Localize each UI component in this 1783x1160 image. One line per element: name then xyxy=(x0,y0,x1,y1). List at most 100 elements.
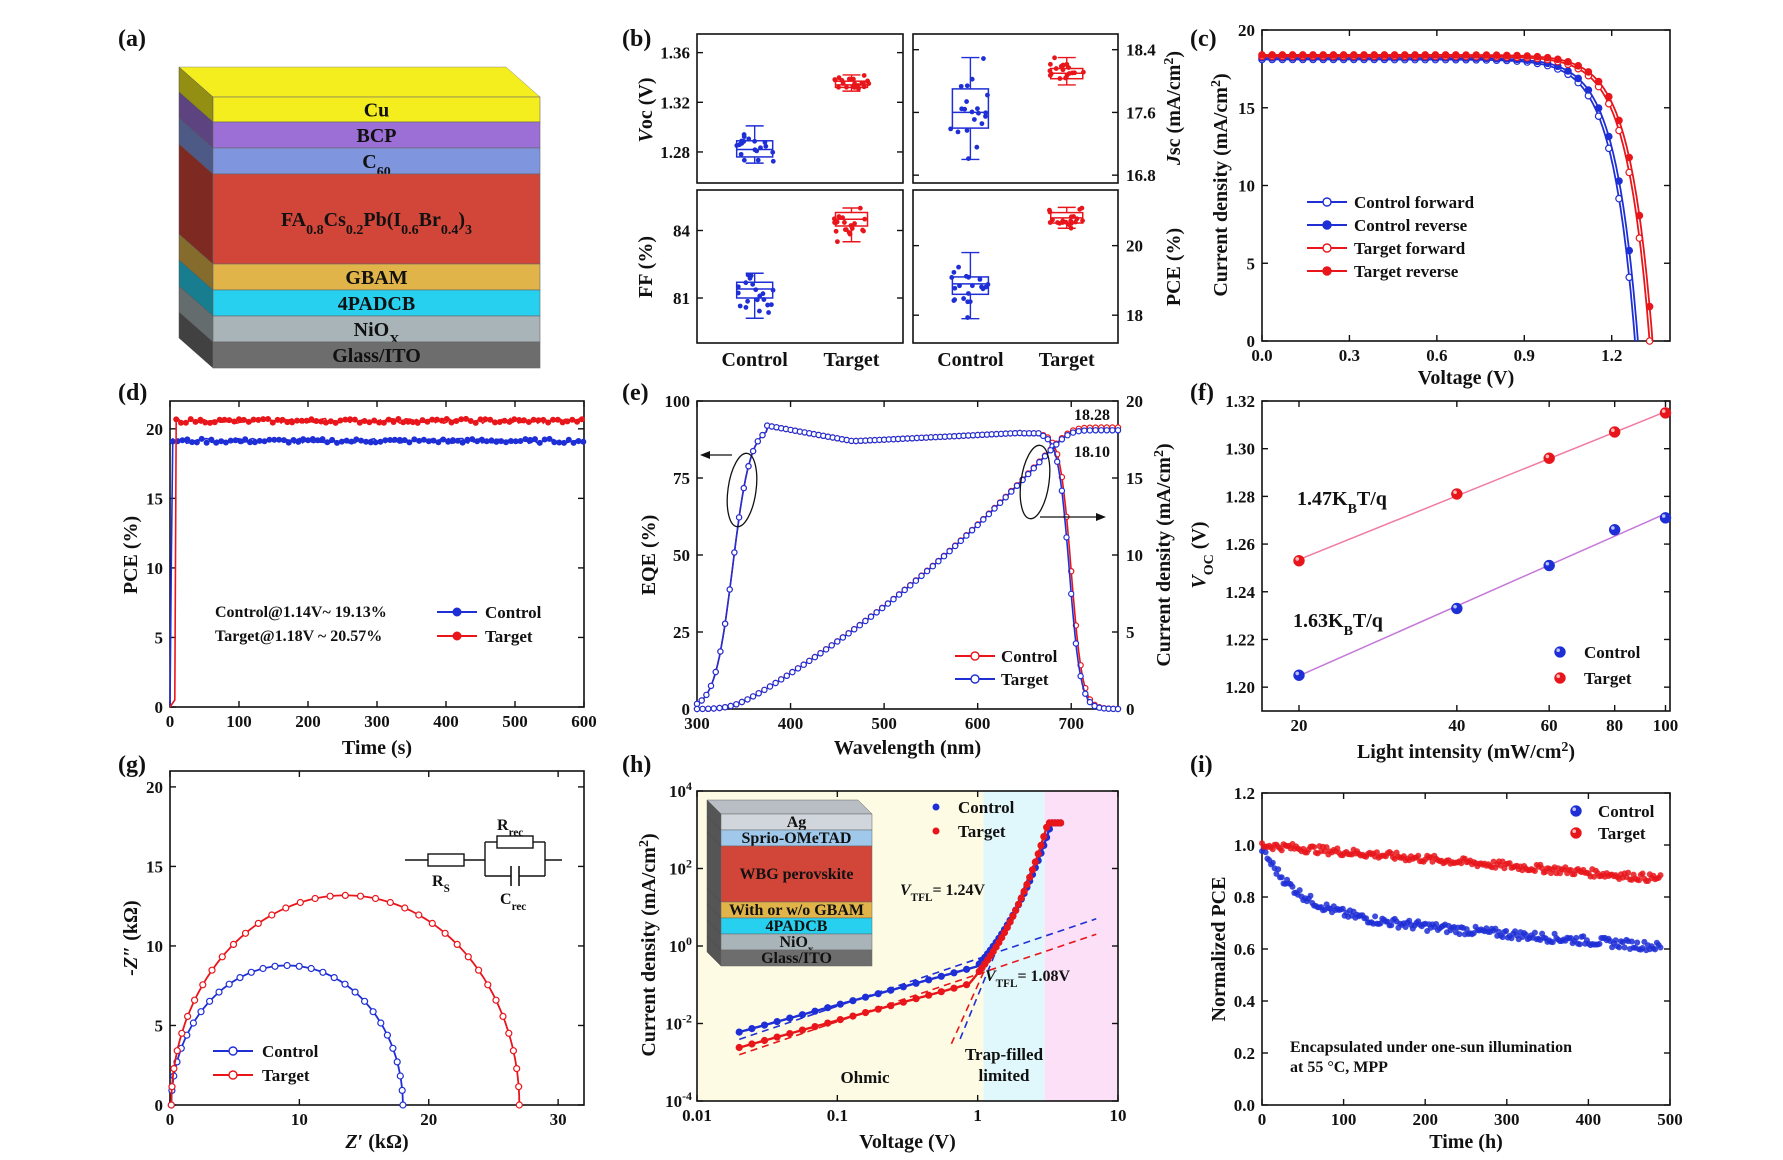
stability-marker xyxy=(247,439,254,446)
stability-data-point xyxy=(1278,874,1285,881)
x-tick-label: 300 xyxy=(364,712,390,731)
box-data-point xyxy=(842,227,848,233)
stability-data-point xyxy=(1639,870,1646,877)
x-tick-label: 200 xyxy=(295,712,321,731)
jint-marker xyxy=(1047,447,1054,454)
stability-marker xyxy=(245,418,252,425)
stability-marker xyxy=(343,437,350,444)
jint-marker xyxy=(1053,441,1060,448)
stability-marker xyxy=(535,417,542,424)
eqe-marker xyxy=(1114,705,1122,713)
jint-marker xyxy=(884,600,892,607)
box-data-point xyxy=(1061,62,1066,68)
stability-data-point xyxy=(1275,866,1282,873)
y-tick-label: 10 xyxy=(146,559,163,578)
jint-marker xyxy=(856,622,864,629)
nyquist-marker xyxy=(513,1064,521,1073)
stability-marker xyxy=(284,419,291,426)
box-data-point xyxy=(738,151,744,157)
stability-marker xyxy=(390,419,397,426)
stability-marker xyxy=(409,419,416,426)
equivalent-circuit: RS Rrec Crec xyxy=(405,817,562,913)
legend-marker xyxy=(970,651,980,661)
jv-marker xyxy=(1421,51,1430,59)
stability-data-point xyxy=(1657,944,1664,951)
stability-marker xyxy=(525,419,532,426)
box-data-point xyxy=(746,136,752,142)
jv-marker xyxy=(1625,246,1634,255)
stability-marker xyxy=(250,416,257,423)
x-tick-label: 600 xyxy=(571,712,597,731)
sclc-marker xyxy=(1028,866,1037,874)
eqe-marker xyxy=(1063,534,1070,541)
jint-marker xyxy=(1081,427,1088,434)
box-data-point xyxy=(1071,214,1076,219)
stability-marker xyxy=(454,437,461,444)
stack-top-face xyxy=(178,66,541,98)
stability-marker xyxy=(213,439,220,446)
box-data-point xyxy=(1047,73,1053,78)
eqe-marker xyxy=(735,514,743,521)
stability-marker xyxy=(319,436,326,443)
left-axis-indicator-ellipse xyxy=(726,452,758,528)
y-tick-label: 0 xyxy=(155,698,164,717)
box-data-point xyxy=(846,230,852,235)
stability-marker xyxy=(203,439,210,446)
y-tick-label: 15 xyxy=(1238,99,1255,118)
y-tick-label: 81 xyxy=(673,289,690,308)
stability-marker xyxy=(207,419,214,426)
stability-marker xyxy=(474,438,481,445)
rs-label: RS xyxy=(432,873,450,895)
stability-marker xyxy=(298,417,305,424)
jint-marker xyxy=(985,510,993,518)
stability-data-point xyxy=(1576,941,1583,948)
stability-marker xyxy=(338,438,345,445)
x-tick-label: 400 xyxy=(433,712,459,731)
legend-marker-highlight xyxy=(1572,807,1576,811)
stability-marker xyxy=(463,415,470,422)
jint-marker xyxy=(974,521,981,529)
stability-marker xyxy=(376,419,383,426)
stability-data-point xyxy=(1531,929,1538,936)
stability-data-point xyxy=(1612,937,1619,944)
stack-layer-label: GBAM xyxy=(345,267,407,289)
legend-label: Control reverse xyxy=(1354,216,1468,235)
stability-data-point xyxy=(1499,934,1506,941)
panel-b: (b) 1.28 1.32 1.36 16.8 17.6 18.4 81 84 Control Ta… xyxy=(622,26,1185,371)
aging-condition-annotation: Encapsulated under one-sun illumination xyxy=(1290,1039,1572,1056)
stability-data-point xyxy=(1580,933,1587,940)
legend-label: Control xyxy=(958,798,1015,817)
eqe-marker xyxy=(754,438,762,445)
jv-marker xyxy=(1319,51,1328,59)
sclc-marker xyxy=(1020,887,1028,896)
plot-frame xyxy=(169,770,585,1106)
eqe-marker xyxy=(717,648,724,655)
voc-data-point xyxy=(1659,407,1672,419)
stability-marker xyxy=(516,417,523,424)
stability-marker xyxy=(430,437,437,444)
y-tick-label: 0.6 xyxy=(1234,940,1255,959)
y-tick-label: 15 xyxy=(146,857,163,876)
y-tick-label: 17.6 xyxy=(1126,103,1156,122)
stability-marker xyxy=(318,418,325,425)
y-tick-label: 1.2 xyxy=(1234,784,1255,803)
box-data-point xyxy=(979,284,984,290)
stability-marker xyxy=(448,419,455,426)
stability-trace xyxy=(169,437,585,708)
jint-marker xyxy=(794,665,802,672)
box-data-point xyxy=(757,308,762,314)
voc-data-point-highlight xyxy=(1661,409,1666,413)
nyquist-marker xyxy=(199,981,207,989)
y-tick-label: 75 xyxy=(673,469,690,488)
nyquist-curve xyxy=(170,894,521,1105)
panel-d: (d) 0 100 200 300 400 500 600 0 5 10 15 20 Time (s) PC… xyxy=(118,380,597,759)
voc-data-point xyxy=(1608,524,1621,536)
panel-label-f: (f) xyxy=(1190,380,1214,406)
stack-layer xyxy=(212,315,541,343)
y-tick-label: 16.8 xyxy=(1126,166,1156,185)
nyquist-marker xyxy=(509,1047,518,1055)
y-tick-label: 5 xyxy=(155,628,164,647)
legend-marker-highlight xyxy=(1572,829,1576,833)
stability-data-point xyxy=(1456,931,1463,938)
stability-marker xyxy=(179,437,186,444)
